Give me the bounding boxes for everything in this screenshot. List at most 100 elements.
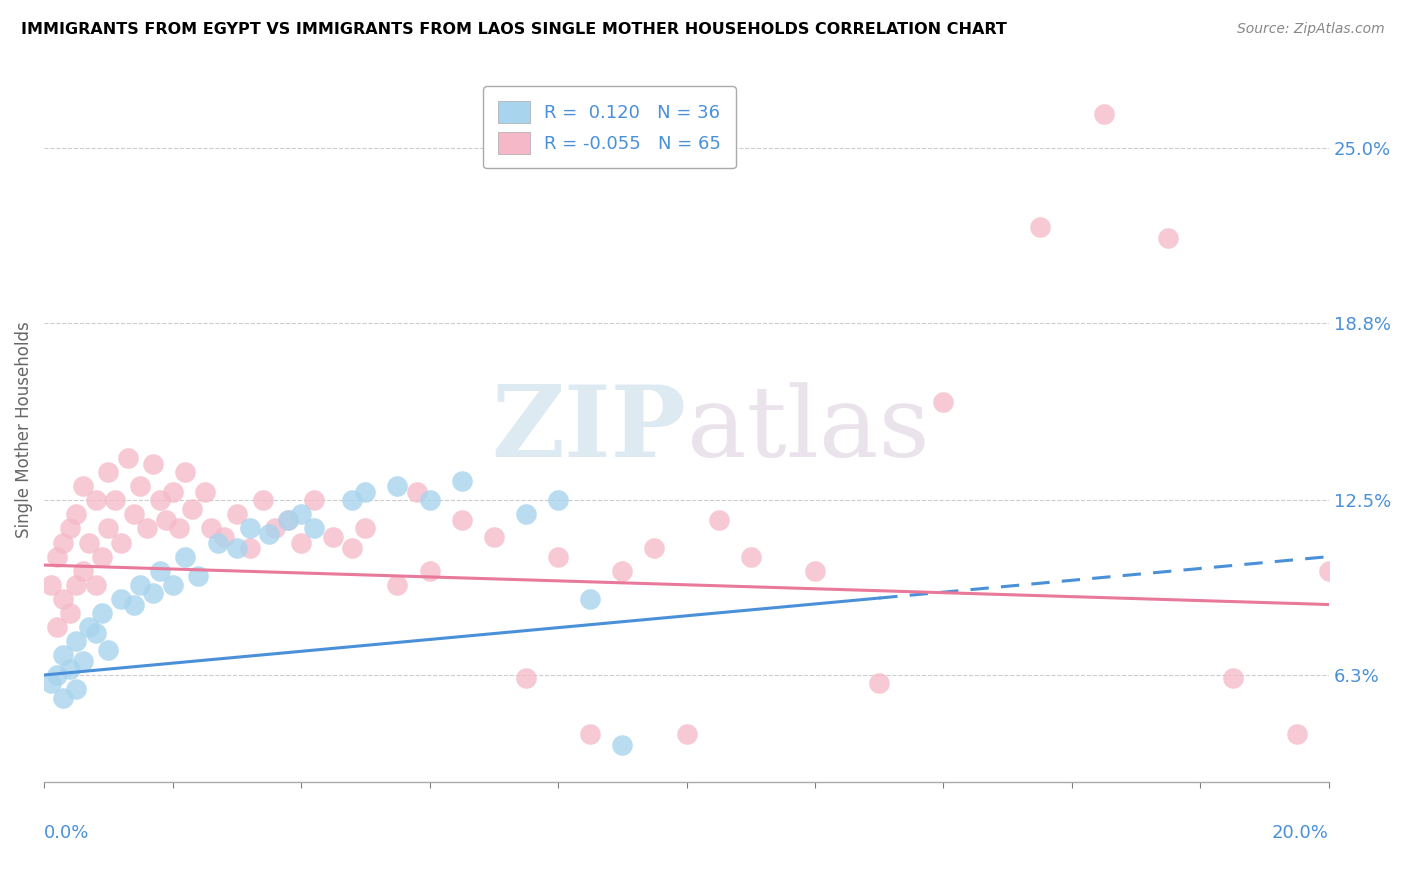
Point xyxy=(1029,219,1052,234)
Point xyxy=(1222,671,1244,685)
Point xyxy=(740,549,762,564)
Point xyxy=(302,493,325,508)
Point xyxy=(52,648,75,663)
Point xyxy=(387,578,409,592)
Point xyxy=(90,606,112,620)
Point xyxy=(174,549,197,564)
Point xyxy=(450,513,472,527)
Point xyxy=(194,484,217,499)
Point xyxy=(77,535,100,549)
Point xyxy=(1317,564,1340,578)
Point xyxy=(52,535,75,549)
Point xyxy=(579,591,602,606)
Point xyxy=(142,457,165,471)
Point xyxy=(675,727,697,741)
Point xyxy=(39,578,62,592)
Text: Source: ZipAtlas.com: Source: ZipAtlas.com xyxy=(1237,22,1385,37)
Text: ZIP: ZIP xyxy=(492,381,686,478)
Point xyxy=(180,501,202,516)
Point xyxy=(225,541,247,556)
Point xyxy=(122,598,145,612)
Point xyxy=(387,479,409,493)
Point xyxy=(135,521,157,535)
Point xyxy=(97,642,120,657)
Point xyxy=(200,521,222,535)
Point xyxy=(547,493,569,508)
Point xyxy=(72,479,94,493)
Point xyxy=(612,739,634,753)
Point xyxy=(1092,107,1115,121)
Point xyxy=(277,513,299,527)
Point xyxy=(419,564,441,578)
Point xyxy=(515,671,537,685)
Point xyxy=(84,578,107,592)
Point xyxy=(129,479,152,493)
Point xyxy=(612,564,634,578)
Point xyxy=(59,662,82,676)
Point xyxy=(46,668,69,682)
Text: 0.0%: 0.0% xyxy=(44,824,90,842)
Point xyxy=(59,521,82,535)
Point xyxy=(90,549,112,564)
Point xyxy=(52,690,75,705)
Point xyxy=(97,521,120,535)
Point xyxy=(84,625,107,640)
Point xyxy=(162,578,184,592)
Point xyxy=(110,591,132,606)
Point xyxy=(97,465,120,479)
Point xyxy=(187,569,209,583)
Point xyxy=(302,521,325,535)
Text: atlas: atlas xyxy=(686,382,929,478)
Point xyxy=(257,527,280,541)
Point xyxy=(72,564,94,578)
Point xyxy=(149,564,172,578)
Point xyxy=(643,541,665,556)
Point xyxy=(252,493,274,508)
Point xyxy=(322,530,344,544)
Point xyxy=(290,508,312,522)
Point xyxy=(65,682,87,697)
Point xyxy=(239,541,262,556)
Point xyxy=(52,591,75,606)
Point xyxy=(264,521,287,535)
Point xyxy=(515,508,537,522)
Point xyxy=(277,513,299,527)
Point xyxy=(239,521,262,535)
Point xyxy=(354,521,377,535)
Y-axis label: Single Mother Households: Single Mother Households xyxy=(15,321,32,538)
Point xyxy=(225,508,247,522)
Point xyxy=(46,549,69,564)
Point xyxy=(84,493,107,508)
Point xyxy=(354,484,377,499)
Point xyxy=(117,450,139,465)
Point xyxy=(142,586,165,600)
Point xyxy=(110,535,132,549)
Point xyxy=(804,564,827,578)
Point xyxy=(290,535,312,549)
Point xyxy=(1157,231,1180,245)
Point xyxy=(46,620,69,634)
Point xyxy=(932,394,955,409)
Point xyxy=(207,535,229,549)
Point xyxy=(547,549,569,564)
Point xyxy=(419,493,441,508)
Point xyxy=(482,530,505,544)
Point xyxy=(65,634,87,648)
Point xyxy=(149,493,172,508)
Point xyxy=(162,484,184,499)
Point xyxy=(579,727,602,741)
Point xyxy=(174,465,197,479)
Text: IMMIGRANTS FROM EGYPT VS IMMIGRANTS FROM LAOS SINGLE MOTHER HOUSEHOLDS CORRELATI: IMMIGRANTS FROM EGYPT VS IMMIGRANTS FROM… xyxy=(21,22,1007,37)
Point xyxy=(65,508,87,522)
Point xyxy=(342,493,364,508)
Legend: R =  0.120   N = 36, R = -0.055   N = 65: R = 0.120 N = 36, R = -0.055 N = 65 xyxy=(484,87,735,169)
Point xyxy=(450,474,472,488)
Point xyxy=(129,578,152,592)
Text: 20.0%: 20.0% xyxy=(1272,824,1329,842)
Point xyxy=(868,676,890,690)
Point xyxy=(122,508,145,522)
Point xyxy=(167,521,190,535)
Point xyxy=(77,620,100,634)
Point xyxy=(707,513,730,527)
Point xyxy=(59,606,82,620)
